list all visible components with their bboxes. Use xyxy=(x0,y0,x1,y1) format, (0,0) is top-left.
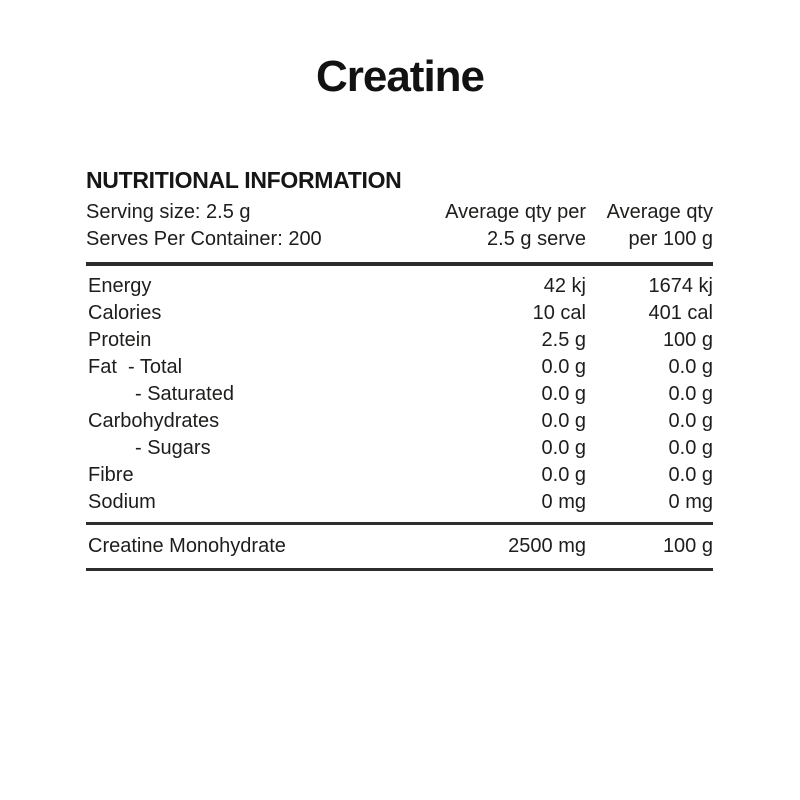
nutrition-panel: NUTRITIONAL INFORMATION Serving size: 2.… xyxy=(86,166,713,571)
table-row-calories: Calories 10 cal 401 cal xyxy=(86,300,713,327)
row-value-per-100g: 0.0 g xyxy=(668,437,713,459)
row-value-per-100g: 0.0 g xyxy=(668,383,713,405)
row-label: - Sugars xyxy=(135,437,211,459)
header-col-per-serve: Average qty per 2.5 g serve xyxy=(416,199,586,253)
row-value-per-serve: 2.5 g xyxy=(541,329,586,351)
row-value-per-serve: 10 cal xyxy=(532,302,586,324)
per-serve-header-line1: Average qty per xyxy=(445,201,586,223)
panel-heading: NUTRITIONAL INFORMATION xyxy=(86,167,402,193)
serves-per-container-text: Serves Per Container: 200 xyxy=(86,228,322,250)
per-100g-header-line1: Average qty xyxy=(606,201,713,223)
table-header: Serving size: 2.5 g Serves Per Container… xyxy=(86,199,713,266)
row-value-per-serve: 2500 mg xyxy=(508,535,586,557)
table-body: Energy 42 kj 1674 kj Calories 10 cal 401… xyxy=(86,266,713,522)
row-label: Protein xyxy=(88,329,152,351)
row-value-per-100g: 0 mg xyxy=(668,491,713,513)
row-value-per-100g: 100 g xyxy=(662,329,713,351)
table-row-sugars: - Sugars 0.0 g 0.0 g xyxy=(86,435,713,462)
row-value-per-100g: 0.0 g xyxy=(668,464,713,486)
row-value-per-100g: 0.0 g xyxy=(668,356,713,378)
table-row-fat-total: Fat - Total 0.0 g 0.0 g xyxy=(86,354,713,381)
row-value-per-serve: 0.0 g xyxy=(541,410,586,432)
row-label: Energy xyxy=(88,275,152,297)
table-row-protein: Protein 2.5 g 100 g xyxy=(86,327,713,354)
table-row-carbohydrates: Carbohydrates 0.0 g 0.0 g xyxy=(86,408,713,435)
table-row-energy: Energy 42 kj 1674 kj xyxy=(86,273,713,300)
row-label: Fat - Total xyxy=(88,356,183,378)
table-row-fat-saturated: - Saturated 0.0 g 0.0 g xyxy=(86,381,713,408)
row-label: Carbohydrates xyxy=(88,410,220,432)
table-row-fibre: Fibre 0.0 g 0.0 g xyxy=(86,462,713,489)
product-title: Creatine xyxy=(315,52,485,101)
row-value-per-100g: 1674 kj xyxy=(648,275,714,297)
row-value-per-100g: 401 cal xyxy=(648,302,714,324)
row-label: Sodium xyxy=(88,491,156,513)
table-row-creatine-monohydrate: Creatine Monohydrate 2500 mg 100 g xyxy=(86,522,713,571)
row-label: - Saturated xyxy=(135,383,234,405)
row-value-per-serve: 0.0 g xyxy=(541,437,586,459)
row-label: Creatine Monohydrate xyxy=(88,535,286,557)
row-value-per-serve: 0.0 g xyxy=(541,464,586,486)
row-value-per-serve: 0.0 g xyxy=(541,356,586,378)
header-col-per-100g: Average qty per 100 g xyxy=(586,199,713,253)
row-value-per-serve: 42 kj xyxy=(543,275,586,297)
row-value-per-100g: 100 g xyxy=(662,535,713,557)
row-label: Fibre xyxy=(88,464,134,486)
row-value-per-serve: 0 mg xyxy=(541,491,586,513)
per-serve-header-line2: 2.5 g serve xyxy=(487,228,586,250)
row-value-per-serve: 0.0 g xyxy=(541,383,586,405)
serving-size-text: Serving size: 2.5 g xyxy=(86,201,251,223)
table-row-sodium: Sodium 0 mg 0 mg xyxy=(86,489,713,516)
row-label: Calories xyxy=(88,302,162,324)
row-value-per-100g: 0.0 g xyxy=(668,410,713,432)
per-100g-header-line2: per 100 g xyxy=(628,228,713,250)
header-serving-info: Serving size: 2.5 g Serves Per Container… xyxy=(86,199,416,253)
